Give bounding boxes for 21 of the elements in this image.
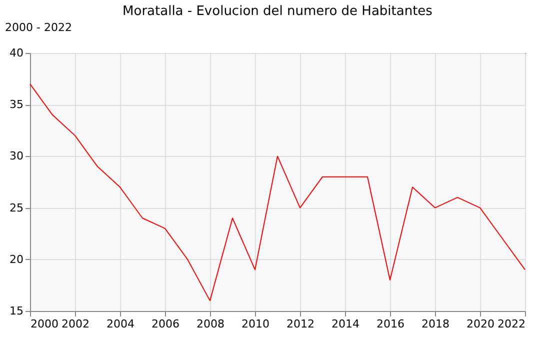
text: 2000 - 2022 (5, 21, 72, 34)
y-tick-label: 15 (10, 304, 24, 318)
x-tick-label: 2018 (422, 318, 450, 330)
x-tick-label: 2016 (376, 318, 404, 330)
y-tick-label: 40 (10, 46, 24, 60)
x-tick-label: 2012 (286, 318, 314, 330)
chart-title: Moratalla - Evolucion del numero de Habitantes (122, 4, 433, 19)
x-tick-label: 2002 (62, 318, 90, 330)
y-tick-label: 30 (10, 150, 24, 163)
x-tick-label: 2022 (498, 318, 526, 330)
x-tick-label: 2000 (30, 318, 58, 330)
y-tick-label: 25 (10, 201, 24, 214)
y-tick-label: 20 (10, 252, 24, 266)
x-tick-label: 2006 (152, 318, 180, 330)
x-tick-label: 2008 (196, 318, 224, 330)
x-tick-label: 2010 (242, 318, 270, 330)
y-tick-label: 35 (10, 98, 24, 112)
x-tick-label: 2020 (466, 318, 494, 330)
x-tick-label: 2014 (332, 318, 360, 330)
line-series (30, 83, 526, 302)
x-tick-label: 2004 (106, 318, 134, 330)
